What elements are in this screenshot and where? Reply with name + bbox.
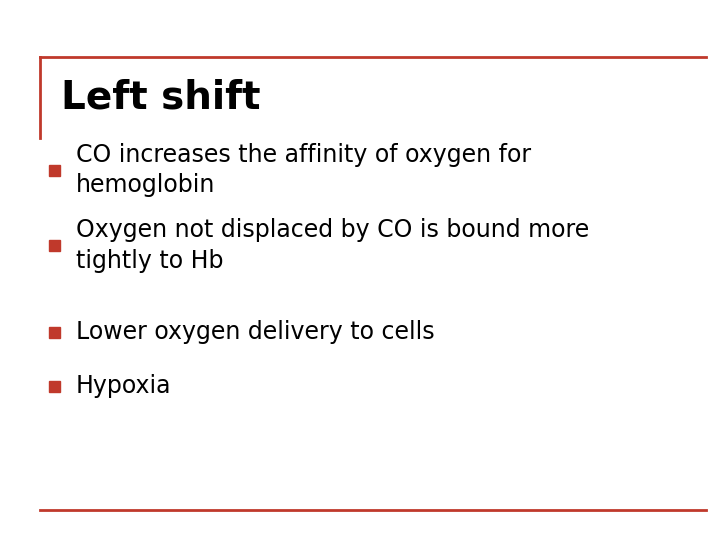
FancyBboxPatch shape <box>49 327 60 338</box>
Text: Lower oxygen delivery to cells: Lower oxygen delivery to cells <box>76 320 434 344</box>
Text: Oxygen not displaced by CO is bound more
tightly to Hb: Oxygen not displaced by CO is bound more… <box>76 218 589 273</box>
FancyBboxPatch shape <box>49 381 60 392</box>
Text: Hypoxia: Hypoxia <box>76 374 171 398</box>
FancyBboxPatch shape <box>49 165 60 176</box>
FancyBboxPatch shape <box>49 240 60 251</box>
Text: CO increases the affinity of oxygen for
hemoglobin: CO increases the affinity of oxygen for … <box>76 143 531 198</box>
Text: Left shift: Left shift <box>61 78 261 116</box>
